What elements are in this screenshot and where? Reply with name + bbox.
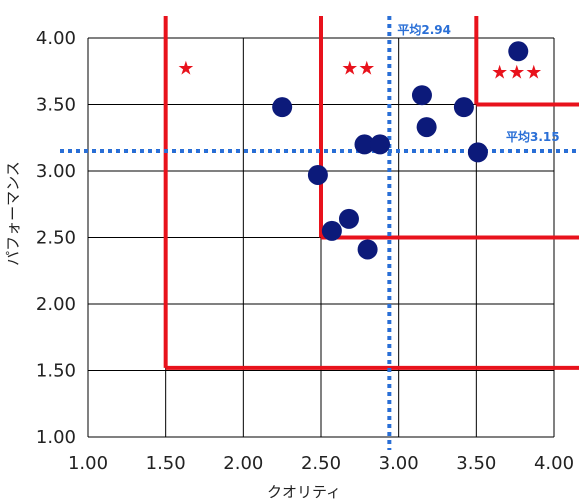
average-y-label: 平均3.15 bbox=[506, 129, 560, 144]
y-tick-label: 3.50 bbox=[36, 95, 76, 116]
x-tick-label: 1.50 bbox=[146, 453, 186, 474]
x-tick-label: 2.00 bbox=[223, 453, 263, 474]
data-point bbox=[307, 164, 328, 185]
rating-zones: ★ ★★ ★★★ bbox=[163, 16, 579, 370]
y-tick-label: 1.50 bbox=[36, 361, 76, 382]
data-point bbox=[338, 208, 359, 229]
chart-labels: 1.00 1.50 2.00 2.50 3.00 3.50 4.00 1.00 1.50 2.00… bbox=[4, 28, 574, 501]
data-point bbox=[370, 134, 391, 155]
data-point bbox=[467, 142, 488, 163]
data-point bbox=[453, 97, 474, 118]
x-tick-label: 2.50 bbox=[301, 453, 341, 474]
y-axis-title: パフォーマンス bbox=[4, 161, 22, 266]
data-point bbox=[321, 220, 342, 241]
average-lines: 平均2.94 平均3.15 bbox=[60, 16, 579, 450]
data-points bbox=[272, 41, 529, 260]
average-x-label: 平均2.94 bbox=[397, 22, 451, 37]
star-rating-label: ★★ bbox=[341, 57, 375, 79]
data-point bbox=[508, 41, 529, 62]
data-point bbox=[357, 239, 378, 260]
data-point bbox=[416, 117, 437, 138]
star-rating-label: ★★★ bbox=[491, 61, 542, 83]
y-tick-label: 1.00 bbox=[36, 427, 76, 448]
data-point bbox=[411, 85, 432, 106]
y-tick-label: 3.00 bbox=[36, 161, 76, 182]
x-tick-label: 3.50 bbox=[456, 453, 496, 474]
y-tick-label: 2.00 bbox=[36, 294, 76, 315]
x-tick-label: 3.00 bbox=[379, 453, 419, 474]
data-point bbox=[354, 134, 375, 155]
y-tick-label: 4.00 bbox=[36, 28, 76, 49]
y-tick-label: 2.50 bbox=[36, 228, 76, 249]
x-axis-title: クオリティ bbox=[267, 483, 341, 501]
data-point bbox=[272, 97, 293, 118]
x-tick-label: 4.00 bbox=[534, 453, 574, 474]
star-rating-label: ★ bbox=[177, 57, 194, 79]
x-tick-label: 1.00 bbox=[68, 453, 108, 474]
